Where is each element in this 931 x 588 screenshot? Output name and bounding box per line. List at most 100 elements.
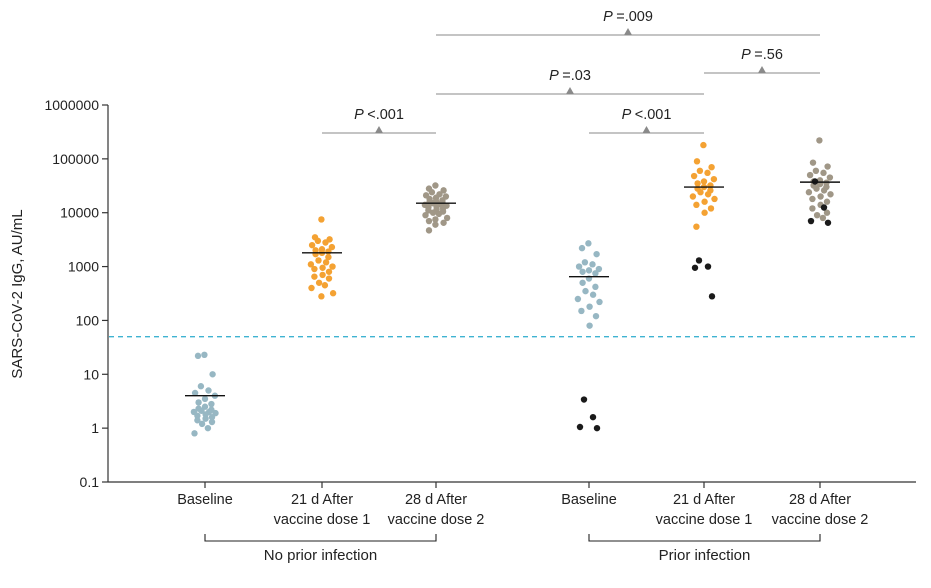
data-point [693,201,700,209]
bracket-marker [624,28,632,35]
data-point [589,291,597,298]
data-point [707,205,715,212]
data-point [319,271,326,279]
data-point [579,279,586,286]
data-point [191,389,199,397]
outlier-point [824,219,832,226]
data-point [308,241,316,249]
data-point [425,227,433,234]
data-point [592,312,600,320]
group-label: No prior infection [264,547,377,564]
data-point [812,167,820,175]
p-value-label: P =.56 [741,47,783,63]
x-tick-label-line2: vaccine dose 2 [772,512,869,528]
data-point [443,214,451,222]
data-point [701,198,708,205]
data-point [194,412,201,419]
data-point [204,424,212,432]
data-point [208,413,216,421]
data-point [197,383,205,390]
data-point [325,268,333,275]
outlier-point [580,396,588,403]
data-point [816,137,823,144]
data-point [432,216,439,223]
x-tick-label: Baseline [177,492,233,508]
group-bracket [588,534,821,542]
data-point [817,193,824,200]
data-point [820,169,827,177]
outlier-point [589,413,597,421]
y-axis-label: SARS-CoV-2 IgG, AU/mL [9,209,26,378]
data-point [328,243,336,251]
bracket-marker [375,126,383,133]
y-tick-label: 1 [91,420,99,436]
y-tick-label: 0.1 [80,474,100,490]
x-tick-label: 21 d After [673,492,735,508]
data-point [823,209,831,216]
data-point [578,307,585,315]
y-tick-label: 100 [76,312,100,328]
data-point [824,163,831,170]
data-point [823,198,831,205]
data-point [307,261,315,268]
data-point [440,219,447,226]
p-value-label: P <.001 [622,107,672,123]
data-point [708,163,715,171]
data-point [440,187,447,194]
data-point [586,322,593,329]
outlier-point [708,293,716,300]
outlier-point [691,264,699,271]
data-point [435,210,443,218]
y-tick-label: 10000 [60,205,99,221]
data-point [208,400,215,408]
data-point [311,265,318,273]
data-point [696,167,704,175]
data-point [319,264,326,271]
data-point [311,273,318,280]
x-tick-label: 28 d After [789,492,851,508]
p-value-label: P =.009 [603,9,653,25]
data-point [809,195,816,203]
bracket-marker [642,126,651,133]
data-point [700,141,707,149]
x-tick-label-line2: vaccine dose 1 [274,512,371,528]
data-point [819,214,827,222]
data-point [582,287,589,295]
data-point [596,298,603,306]
x-tick-label-line2: vaccine dose 1 [656,512,753,528]
data-point [205,387,212,394]
data-point [191,430,198,437]
data-point [805,189,813,196]
data-point [690,172,698,180]
data-point [195,399,202,406]
outlier-point [704,263,712,270]
data-point [704,191,712,198]
group-bracket [204,534,437,542]
data-point [321,282,329,289]
data-point [813,185,820,192]
data-point [574,295,582,303]
data-point [694,180,701,187]
data-point [581,259,589,266]
data-point [578,244,586,252]
x-tick-label: 21 d After [291,492,353,508]
data-point [325,275,333,282]
data-point [194,417,201,424]
data-point [428,189,436,196]
data-point [585,267,593,274]
data-point [820,187,828,194]
data-point [432,182,439,189]
data-point [592,270,599,277]
data-point [422,211,429,219]
data-point [322,259,330,266]
data-point [813,211,821,219]
data-point [314,237,322,245]
data-point [315,279,323,286]
data-point [202,415,209,422]
outlier-point [695,257,703,264]
group-label: Prior infection [659,547,751,564]
bracket-marker [758,66,766,73]
y-tick-label: 10 [83,366,99,382]
data-point [209,371,216,378]
